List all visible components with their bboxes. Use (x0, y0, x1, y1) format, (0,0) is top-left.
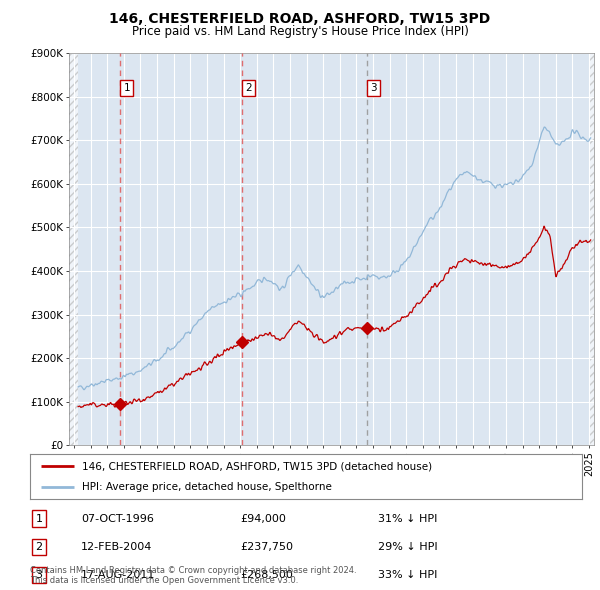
Text: 146, CHESTERFIELD ROAD, ASHFORD, TW15 3PD (detached house): 146, CHESTERFIELD ROAD, ASHFORD, TW15 3P… (82, 461, 433, 471)
Text: 2: 2 (245, 83, 252, 93)
Text: 29% ↓ HPI: 29% ↓ HPI (378, 542, 437, 552)
Text: £237,750: £237,750 (240, 542, 293, 552)
Text: £94,000: £94,000 (240, 514, 286, 523)
Text: £268,500: £268,500 (240, 571, 293, 580)
Text: Contains HM Land Registry data © Crown copyright and database right 2024.
This d: Contains HM Land Registry data © Crown c… (30, 566, 356, 585)
Text: Price paid vs. HM Land Registry's House Price Index (HPI): Price paid vs. HM Land Registry's House … (131, 25, 469, 38)
Text: 17-AUG-2011: 17-AUG-2011 (81, 571, 155, 580)
Text: 2: 2 (35, 542, 43, 552)
Text: 33% ↓ HPI: 33% ↓ HPI (378, 571, 437, 580)
Text: HPI: Average price, detached house, Spelthorne: HPI: Average price, detached house, Spel… (82, 481, 332, 491)
Text: 146, CHESTERFIELD ROAD, ASHFORD, TW15 3PD: 146, CHESTERFIELD ROAD, ASHFORD, TW15 3P… (109, 12, 491, 26)
Text: 12-FEB-2004: 12-FEB-2004 (81, 542, 152, 552)
Text: 31% ↓ HPI: 31% ↓ HPI (378, 514, 437, 523)
Text: 07-OCT-1996: 07-OCT-1996 (81, 514, 154, 523)
Text: 1: 1 (35, 514, 43, 523)
Text: 3: 3 (35, 571, 43, 580)
Text: 1: 1 (124, 83, 130, 93)
Text: 3: 3 (370, 83, 377, 93)
